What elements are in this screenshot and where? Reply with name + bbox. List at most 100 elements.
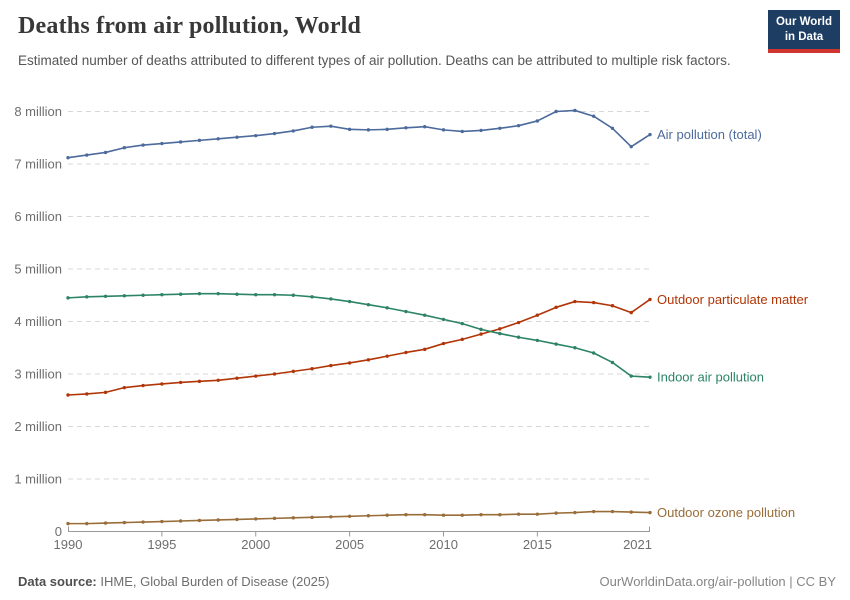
data-point <box>235 292 239 296</box>
data-point <box>254 517 258 521</box>
data-point <box>310 125 314 129</box>
data-point <box>441 317 446 322</box>
page-title: Deaths from air pollution, World <box>18 13 362 39</box>
data-point <box>441 128 446 132</box>
series-line-outdoor-particulate-matter <box>67 298 651 396</box>
data-point <box>272 293 277 297</box>
data-point <box>122 146 127 150</box>
series-line-indoor-air-pollution <box>67 292 651 378</box>
y-tick-label: 4 million <box>14 314 62 329</box>
data-point <box>216 378 220 382</box>
data-point <box>404 126 408 130</box>
data-point <box>479 128 483 133</box>
data-point <box>347 361 352 365</box>
data-point <box>535 338 540 343</box>
y-tick-label: 6 million <box>14 209 62 224</box>
data-point <box>366 358 371 362</box>
data-point <box>498 513 502 517</box>
owid-logo-line2: in Data <box>784 30 824 43</box>
data-point <box>516 335 521 339</box>
data-point <box>291 516 295 520</box>
data-point <box>591 509 596 514</box>
data-point <box>66 296 70 300</box>
data-point <box>329 124 333 128</box>
data-point <box>291 293 295 297</box>
data-point <box>423 313 427 317</box>
data-point <box>254 374 258 378</box>
data-point <box>516 123 521 128</box>
x-tick-label: 1995 <box>147 537 176 552</box>
data-point <box>404 513 408 517</box>
y-tick-label: 3 million <box>14 367 62 382</box>
data-point <box>573 299 577 304</box>
data-point <box>310 367 314 371</box>
series-line-air-pollution-total- <box>67 109 651 159</box>
data-point <box>648 132 652 137</box>
data-point <box>366 303 371 307</box>
data-point <box>66 521 70 526</box>
chart-subtitle: Estimated number of deaths attributed to… <box>18 53 731 68</box>
data-point <box>197 518 202 523</box>
data-point <box>160 519 164 524</box>
data-point <box>441 513 446 517</box>
data-point <box>591 114 596 118</box>
data-point <box>272 131 277 136</box>
data-point <box>310 295 314 299</box>
data-point <box>423 513 427 517</box>
data-point <box>423 125 427 129</box>
data-point <box>554 305 558 310</box>
data-point <box>404 350 408 355</box>
data-point <box>197 291 202 296</box>
x-tick-label: 2010 <box>429 537 458 552</box>
data-point <box>629 310 633 315</box>
data-point <box>535 119 540 123</box>
data-point <box>254 133 258 138</box>
data-point <box>122 385 127 390</box>
data-point <box>610 304 615 308</box>
data-point <box>216 518 220 522</box>
data-point <box>272 516 277 521</box>
data-point <box>554 342 558 346</box>
data-point <box>460 129 464 134</box>
data-point <box>197 379 202 384</box>
data-point <box>610 360 615 365</box>
data-point <box>366 128 371 132</box>
series-label-air-pollution-total-: Air pollution (total) <box>657 127 762 142</box>
data-point <box>329 363 333 368</box>
data-point <box>122 520 127 525</box>
data-point <box>460 321 464 326</box>
data-point <box>573 510 577 515</box>
x-tick-label: 1990 <box>54 537 83 552</box>
data-point <box>441 341 446 346</box>
data-point <box>178 380 183 385</box>
data-point <box>141 520 145 524</box>
data-point <box>535 313 540 317</box>
owid-logo: Our World in Data <box>768 10 840 53</box>
data-point <box>591 351 596 355</box>
data-point <box>498 331 502 336</box>
data-point <box>66 156 70 160</box>
series-label-outdoor-ozone-pollution: Outdoor ozone pollution <box>657 505 795 520</box>
data-source-note: Data source: IHME, Global Burden of Dise… <box>18 574 329 589</box>
data-point <box>160 293 164 297</box>
data-point <box>554 109 558 114</box>
owid-logo-line1: Our World <box>775 16 832 28</box>
data-point <box>216 137 220 141</box>
y-tick-label: 5 million <box>14 262 62 277</box>
data-point <box>573 108 577 113</box>
x-tick-label: 2015 <box>523 537 552 552</box>
y-tick-label: 0 <box>55 524 62 539</box>
data-point <box>385 127 389 132</box>
data-point <box>460 513 464 517</box>
data-point <box>235 376 239 380</box>
data-point <box>141 383 145 388</box>
data-point <box>141 143 145 147</box>
x-tick-label: 2005 <box>335 537 364 552</box>
data-point <box>347 127 352 132</box>
data-point <box>178 140 183 144</box>
data-point <box>103 294 108 298</box>
data-point <box>573 346 577 350</box>
data-point <box>85 392 89 396</box>
data-point <box>197 138 202 143</box>
x-tick-label: 2021 <box>623 537 652 552</box>
